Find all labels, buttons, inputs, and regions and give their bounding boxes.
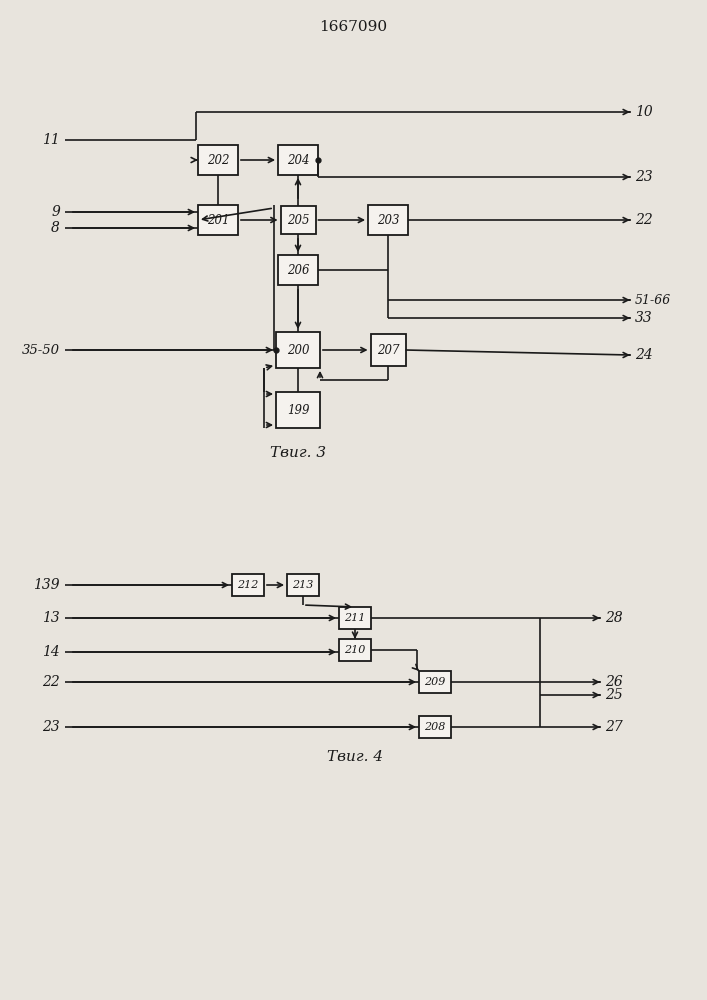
Bar [339, 639, 371, 661]
Text: 139: 139 [33, 578, 60, 592]
Text: 211: 211 [344, 613, 366, 623]
Bar [278, 145, 318, 175]
Text: Τвиг. 3: Τвиг. 3 [270, 446, 326, 460]
Text: 212: 212 [238, 580, 259, 590]
Text: 51-66: 51-66 [635, 294, 671, 306]
Bar [232, 574, 264, 596]
Text: Τвиг. 4: Τвиг. 4 [327, 750, 383, 764]
Bar [419, 671, 451, 693]
Text: 205: 205 [287, 214, 309, 227]
Text: 28: 28 [605, 611, 623, 625]
Text: 208: 208 [424, 722, 445, 732]
Text: 27: 27 [605, 720, 623, 734]
Text: 25: 25 [605, 688, 623, 702]
Text: 204: 204 [287, 153, 309, 166]
Bar [276, 392, 320, 428]
Text: 200: 200 [287, 344, 309, 357]
Text: 22: 22 [635, 213, 653, 227]
Text: 33: 33 [635, 311, 653, 325]
Text: 213: 213 [292, 580, 314, 590]
Text: 22: 22 [42, 675, 60, 689]
Text: 8: 8 [51, 221, 60, 235]
Text: 210: 210 [344, 645, 366, 655]
Bar [281, 206, 315, 234]
Bar [419, 716, 451, 738]
Text: 203: 203 [377, 214, 399, 227]
Text: 209: 209 [424, 677, 445, 687]
Text: 202: 202 [206, 153, 229, 166]
Text: 199: 199 [287, 403, 309, 416]
Text: 9: 9 [51, 205, 60, 219]
Bar [339, 607, 371, 629]
Text: 11: 11 [42, 133, 60, 147]
Text: 13: 13 [42, 611, 60, 625]
Text: 207: 207 [377, 344, 399, 357]
Bar [198, 205, 238, 235]
Bar [370, 334, 406, 366]
Text: 206: 206 [287, 263, 309, 276]
Text: 10: 10 [635, 105, 653, 119]
Bar [276, 332, 320, 368]
Bar [198, 145, 238, 175]
Text: 24: 24 [635, 348, 653, 362]
Text: 35-50: 35-50 [22, 344, 60, 357]
Text: 1667090: 1667090 [319, 20, 387, 34]
Bar [278, 255, 318, 285]
Text: 23: 23 [635, 170, 653, 184]
Text: 26: 26 [605, 675, 623, 689]
Bar [287, 574, 319, 596]
Bar [368, 205, 408, 235]
Text: 201: 201 [206, 214, 229, 227]
Text: 14: 14 [42, 645, 60, 659]
Text: 23: 23 [42, 720, 60, 734]
